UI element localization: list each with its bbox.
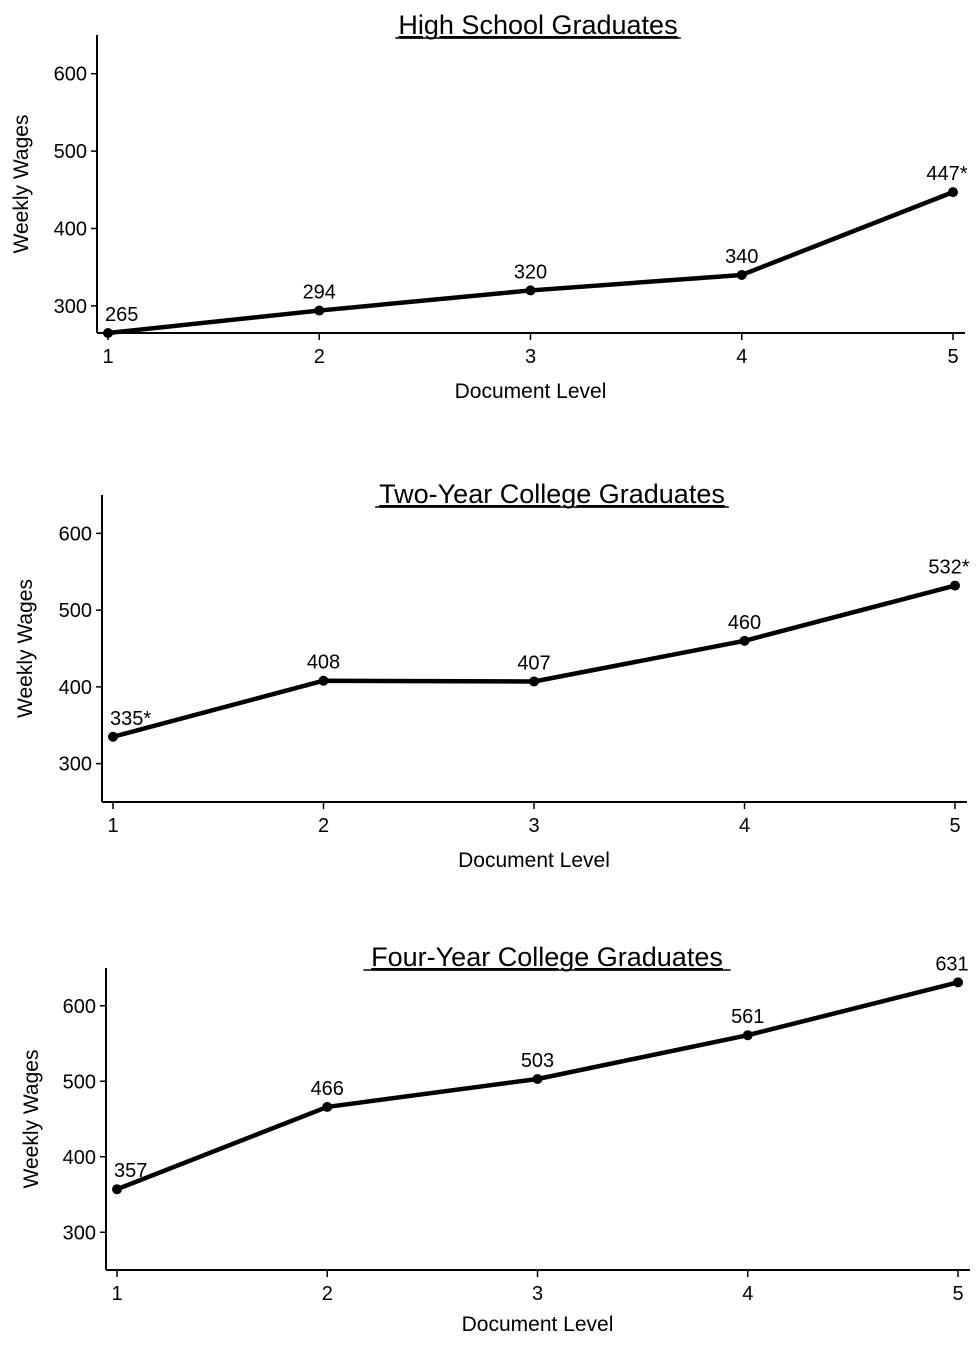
data-point [103, 328, 113, 338]
x-tick-label: 3 [525, 346, 536, 368]
y-tick-label: 500 [59, 600, 92, 622]
data-point [112, 1184, 122, 1195]
data-point [108, 731, 118, 742]
chart-title: High School Graduates [398, 10, 677, 40]
data-point [314, 305, 325, 316]
data-point [318, 675, 329, 686]
x-tick-label: 3 [528, 815, 539, 837]
x-tick-label: 2 [314, 346, 325, 368]
x-tick-label: 3 [532, 1283, 543, 1305]
x-axis-label: Document Level [458, 849, 610, 872]
x-tick-label: 1 [107, 815, 118, 837]
y-tick-label: 600 [54, 64, 87, 86]
y-tick-label: 600 [59, 523, 92, 545]
data-label: 407 [517, 653, 550, 675]
data-label: 447* [926, 163, 967, 185]
data-label: 357 [114, 1160, 147, 1182]
chart-high-school-graduates: High School Graduates 300 400 500 600 1 2 3 4 5 Do… [10, 10, 968, 403]
x-tick-label: 1 [102, 346, 113, 368]
data-label: 340 [725, 246, 758, 268]
chart-two-year-college-graduates: Two-Year College Graduates 300 400 500 600 1 2… [14, 479, 970, 872]
data-label: 294 [303, 282, 336, 304]
chart-title: Four-Year College Graduates [371, 942, 723, 972]
x-tick-label: 5 [947, 346, 958, 368]
data-point [322, 1101, 333, 1112]
data-point [950, 580, 960, 591]
data-point [532, 1073, 543, 1084]
data-label: 466 [311, 1078, 344, 1100]
y-axis-label: Weekly Wages [20, 1050, 43, 1189]
x-tick-label: 2 [322, 1283, 333, 1305]
chart-title: Two-Year College Graduates [379, 479, 725, 509]
data-label: 503 [521, 1050, 554, 1072]
data-point [948, 187, 958, 198]
data-label: 265 [105, 304, 138, 326]
data-point [529, 676, 539, 687]
y-axis-label: Weekly Wages [10, 115, 33, 254]
y-tick-label: 400 [59, 677, 92, 699]
y-tick-label: 600 [63, 996, 96, 1018]
chart-four-year-college-graduates: Four-Year College Graduates 300 400 500 600 1… [20, 942, 970, 1336]
data-label: 460 [728, 612, 761, 634]
y-tick-label: 300 [59, 754, 92, 776]
series-line [114, 980, 961, 1192]
data-point [953, 977, 963, 988]
data-point [742, 1030, 753, 1041]
data-point [739, 635, 750, 646]
x-tick-label: 5 [952, 1283, 963, 1305]
data-label: 532* [928, 557, 969, 579]
charts-container: High School Graduates 300 400 500 600 1 2 3 4 5 Do… [10, 10, 970, 1336]
data-point [736, 269, 747, 280]
y-tick-label: 400 [54, 219, 87, 241]
y-tick-label: 500 [63, 1071, 96, 1093]
x-tick-label: 4 [742, 1283, 753, 1305]
data-label: 561 [731, 1006, 764, 1028]
y-tick-label: 400 [63, 1147, 96, 1169]
data-label: 335* [110, 708, 151, 730]
data-label: 631 [935, 953, 968, 975]
x-tick-label: 2 [318, 815, 329, 837]
data-label: 408 [307, 652, 340, 674]
x-tick-label: 4 [736, 346, 747, 368]
x-axis-label: Document Level [455, 380, 607, 403]
y-tick-label: 300 [54, 296, 87, 318]
data-label: 320 [514, 261, 547, 283]
data-point [525, 285, 536, 296]
x-axis-label: Document Level [462, 1313, 614, 1336]
x-tick-label: 5 [949, 815, 960, 837]
x-tick-label: 1 [111, 1283, 122, 1305]
x-tick-label: 4 [739, 815, 750, 837]
y-tick-label: 500 [54, 141, 87, 163]
y-axis-label: Weekly Wages [14, 579, 37, 718]
y-tick-label: 300 [63, 1222, 96, 1244]
